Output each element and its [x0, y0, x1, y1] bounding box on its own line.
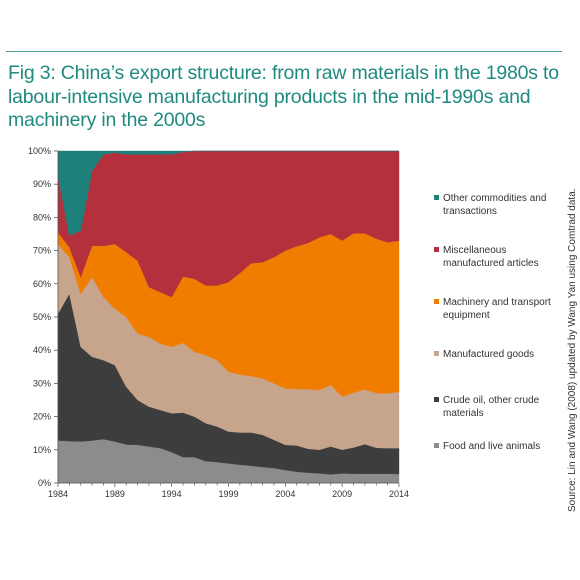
legend-swatch: [434, 195, 439, 200]
y-tick-label: 20%: [33, 412, 51, 422]
legend-label: Other commodities and transactions: [443, 193, 547, 217]
areas-layer: [57, 150, 400, 484]
area-series-5: [57, 150, 399, 236]
x-tick-label: 1984: [48, 489, 68, 499]
legend-swatch: [434, 247, 439, 252]
source-note: Source: Lin and Wang (2008) updated by W…: [567, 188, 578, 512]
x-tick-label: 1994: [162, 489, 182, 499]
legend-swatch: [434, 443, 439, 448]
legend-label: Machinery and transport equipment: [443, 297, 551, 321]
x-tick-label: 1989: [105, 489, 125, 499]
x-tick-label: 2014: [389, 489, 409, 499]
legend-label: Food and live animals: [443, 441, 541, 452]
y-tick-label: 50%: [33, 312, 51, 322]
legend-label: Manufactured goods: [443, 349, 535, 360]
chart-title: Fig 3: China’s export structure: from ra…: [8, 62, 559, 131]
legend-swatch: [434, 351, 439, 356]
y-tick-label: 90%: [33, 179, 51, 189]
legend-label: Miscellaneous manufactured articles: [443, 245, 539, 269]
title-divider: [6, 51, 562, 52]
y-tick-label: 30%: [33, 378, 51, 388]
x-tick-label: 2004: [275, 489, 295, 499]
y-tick-label: 40%: [33, 345, 51, 355]
legend-swatch: [434, 299, 439, 304]
x-tick-label: 2009: [332, 489, 352, 499]
y-tick-label: 10%: [33, 445, 51, 455]
axes-layer: 0% 10% 20% 30% 40% 50% 60% 70% 80% 90% 100% 1984 198…: [28, 146, 409, 499]
y-tick-label: 100%: [28, 146, 51, 156]
legend-swatch: [434, 397, 439, 402]
y-tick-label: 60%: [33, 279, 51, 289]
x-tick-label: 1999: [218, 489, 238, 499]
y-tick-label: 0%: [38, 478, 51, 488]
y-tick-label: 80%: [33, 212, 51, 222]
legend-label: Crude oil, other crude materials: [443, 395, 540, 419]
y-tick-label: 70%: [33, 246, 51, 256]
